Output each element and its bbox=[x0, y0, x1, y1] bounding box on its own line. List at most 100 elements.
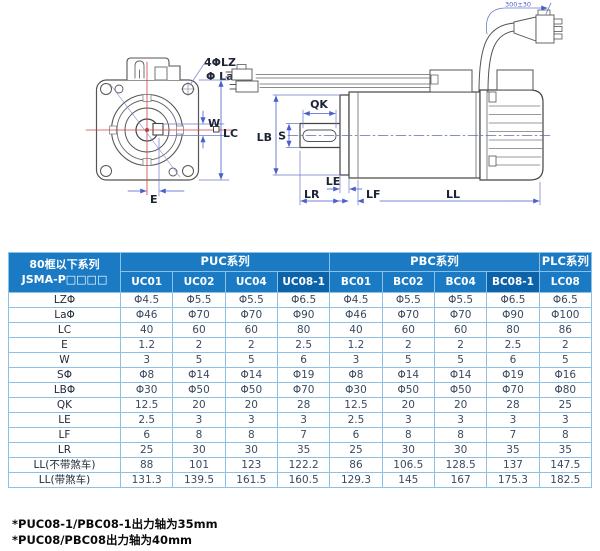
model-header-uc08-1: UC08-1 bbox=[276, 271, 331, 293]
table-row: LaΦ Φ46 Φ70 Φ70 Φ90 Φ46 Φ70 Φ70 Φ90 Φ100 bbox=[8, 307, 593, 323]
spec-cell: 101 bbox=[172, 457, 226, 473]
spec-cell: Φ70 bbox=[172, 307, 226, 323]
spec-cell: Φ70 bbox=[381, 307, 435, 323]
spec-cell: Φ50 bbox=[433, 382, 488, 398]
spec-cell: Φ50 bbox=[172, 382, 226, 398]
spec-cell: Φ5.5 bbox=[381, 292, 435, 308]
row-label: LL(带煞车) bbox=[8, 472, 121, 488]
series-corner-line: 80框以下系列 bbox=[29, 258, 100, 272]
front-hole-label: 4ΦLZ bbox=[204, 56, 236, 69]
table-row: LC 40 60 60 80 40 60 60 80 86 bbox=[8, 322, 593, 338]
table-row: SΦ Φ8 Φ14 Φ14 Φ19 Φ8 Φ14 Φ14 Φ19 Φ16 bbox=[8, 367, 593, 383]
spec-cell: 12.5 bbox=[329, 397, 383, 413]
spec-cell: 28 bbox=[276, 397, 331, 413]
square-symbol bbox=[213, 126, 220, 133]
spec-cell: 5 bbox=[538, 352, 593, 368]
spec-cell: 2 bbox=[224, 337, 278, 353]
spec-cell: 60 bbox=[381, 322, 435, 338]
row-label: LZΦ bbox=[8, 292, 121, 308]
spec-cell: 3 bbox=[381, 412, 435, 428]
table-row: LBΦ Φ30 Φ50 Φ50 Φ70 Φ30 Φ50 Φ50 Φ70 Φ80 bbox=[8, 382, 593, 398]
spec-cell: 7 bbox=[486, 427, 540, 443]
spec-cell: 60 bbox=[224, 322, 278, 338]
footnote-2: *PUC08/PBC08出力轴为40mm bbox=[12, 532, 193, 547]
spec-cell: 20 bbox=[381, 397, 435, 413]
spec-cell: 6 bbox=[119, 427, 174, 443]
spec-cell: Φ70 bbox=[486, 382, 540, 398]
spec-cell: 40 bbox=[329, 322, 383, 338]
spec-cell: Φ46 bbox=[119, 307, 174, 323]
spec-cell: 139.5 bbox=[172, 472, 226, 488]
spec-cell: Φ8 bbox=[119, 367, 174, 383]
spec-cell: 128.5 bbox=[433, 457, 488, 473]
table-row: LL(带煞车) 131.3 139.5 161.5 160.5 129.3 145 167 17… bbox=[8, 472, 593, 488]
spec-cell: Φ70 bbox=[276, 382, 331, 398]
spec-cell: 35 bbox=[486, 442, 540, 458]
keyway-length-label: QK bbox=[310, 98, 328, 111]
row-label: LL(不带煞车) bbox=[8, 457, 121, 473]
front-keyway-offset-label: E bbox=[150, 193, 158, 206]
shaft-dia-label: S bbox=[278, 130, 286, 143]
model-header-bc08-1: BC08-1 bbox=[486, 271, 540, 293]
row-label: SΦ bbox=[8, 367, 121, 383]
spec-cell: 8 bbox=[381, 427, 435, 443]
spec-cell: 2 bbox=[381, 337, 435, 353]
dimension-diagram-svg: 4ΦLZ Φ La W LC E bbox=[85, 1, 563, 206]
spec-cell: 160.5 bbox=[276, 472, 331, 488]
spec-cell: 145 bbox=[381, 472, 435, 488]
spec-cell: 3 bbox=[433, 412, 488, 428]
spec-cell: Φ5.5 bbox=[433, 292, 488, 308]
series-group-header: PUC系列 bbox=[119, 252, 331, 272]
spec-cell: 123 bbox=[224, 457, 278, 473]
spec-cell: Φ4.5 bbox=[329, 292, 383, 308]
row-label: LE bbox=[8, 412, 121, 428]
spec-cell: Φ14 bbox=[224, 367, 278, 383]
spec-cell: 2.5 bbox=[119, 412, 174, 428]
spec-cell: Φ8 bbox=[329, 367, 383, 383]
spec-cell: 25 bbox=[329, 442, 383, 458]
spec-cell: Φ50 bbox=[224, 382, 278, 398]
spec-cell: Φ46 bbox=[329, 307, 383, 323]
spec-cell: 35 bbox=[276, 442, 331, 458]
spec-cell: 80 bbox=[276, 322, 331, 338]
spec-cell: 161.5 bbox=[224, 472, 278, 488]
spec-cell: Φ16 bbox=[538, 367, 593, 383]
model-header-bc02: BC02 bbox=[381, 271, 435, 293]
spec-cell: 35 bbox=[538, 442, 593, 458]
spec-cell: 2 bbox=[172, 337, 226, 353]
cooling-fins bbox=[488, 105, 543, 166]
spec-cell: 5 bbox=[224, 352, 278, 368]
spec-cell: 2.5 bbox=[486, 337, 540, 353]
spec-cell: 106.5 bbox=[381, 457, 435, 473]
spec-cell: 6 bbox=[486, 352, 540, 368]
spec-cell: 5 bbox=[433, 352, 488, 368]
flange-thickness-label: LF bbox=[366, 188, 381, 201]
spec-cell: 86 bbox=[329, 457, 383, 473]
spec-cell: 147.5 bbox=[538, 457, 593, 473]
spec-cell: 30 bbox=[224, 442, 278, 458]
spec-cell: 8 bbox=[538, 427, 593, 443]
spec-table-head: 80框以下系列 JSMA-P□□□□ PUC系列 PBC系列 PLC系列 UC01 UC02… bbox=[8, 252, 593, 293]
spec-cell: Φ14 bbox=[433, 367, 488, 383]
spec-cell: Φ30 bbox=[119, 382, 174, 398]
spec-cell: 1.2 bbox=[329, 337, 383, 353]
model-header-uc01: UC01 bbox=[119, 271, 174, 293]
front-view: 4ΦLZ Φ La W LC E bbox=[85, 56, 238, 206]
spec-cell: 3 bbox=[538, 412, 593, 428]
spec-cell: Φ70 bbox=[433, 307, 488, 323]
spec-cell: 30 bbox=[433, 442, 488, 458]
spec-cell: Φ90 bbox=[486, 307, 540, 323]
table-row: LZΦ Φ4.5 Φ5.5 Φ5.5 Φ6.5 Φ4.5 Φ5.5 Φ5.5 Φ6.5 Φ6.5 bbox=[8, 292, 593, 308]
table-row: LF 6 8 8 7 6 8 8 7 8 bbox=[8, 427, 593, 443]
spec-table-body: LZΦ Φ4.5 Φ5.5 Φ5.5 Φ6.5 Φ4.5 Φ5.5 Φ5.5 Φ6.5 Φ6.5 L… bbox=[8, 292, 593, 488]
table-row: LR 25 30 30 35 25 30 30 35 35 bbox=[8, 442, 593, 458]
spec-cell: Φ19 bbox=[486, 367, 540, 383]
series-group-header: PBC系列 bbox=[329, 252, 540, 272]
spec-cell: 8 bbox=[172, 427, 226, 443]
shaft-length-label: LR bbox=[304, 188, 320, 201]
table-row: LE 2.5 3 3 3 2.5 3 3 3 3 bbox=[8, 412, 593, 428]
spec-cell: 137 bbox=[486, 457, 540, 473]
spec-cell: Φ4.5 bbox=[119, 292, 174, 308]
row-label: LR bbox=[8, 442, 121, 458]
spec-cell: 8 bbox=[433, 427, 488, 443]
